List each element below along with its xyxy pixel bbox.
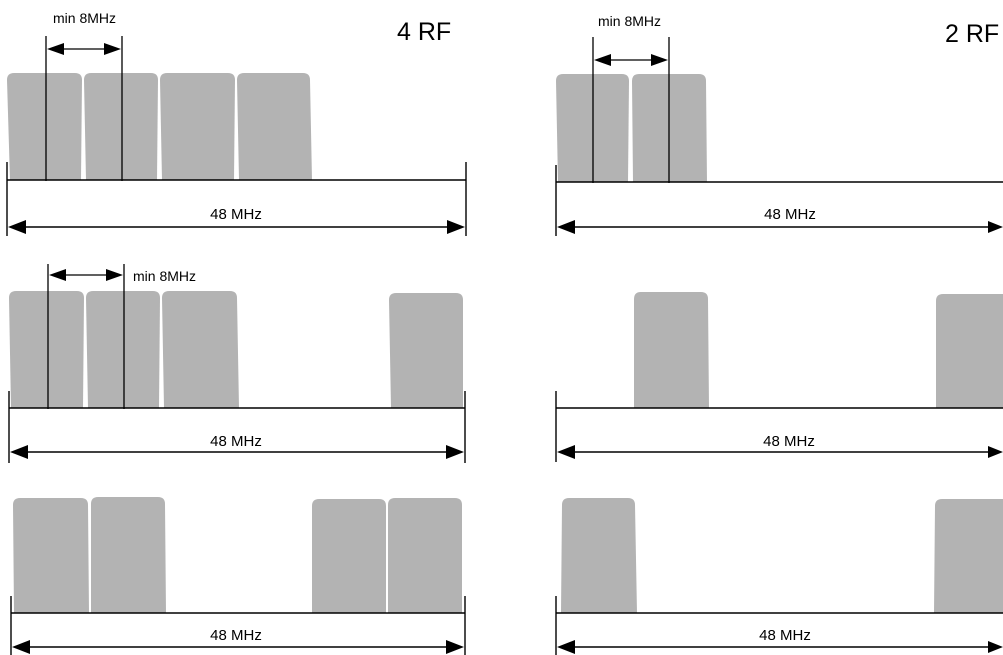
carrier-block xyxy=(389,293,463,408)
span-arrow xyxy=(12,640,464,654)
row-2rf-1: 48 MHz min 8MHz xyxy=(555,13,1003,236)
carrier-block xyxy=(160,73,235,180)
min-spacing-indicator xyxy=(47,264,125,409)
min-spacing-indicator xyxy=(45,36,123,181)
span-label: 48 MHz xyxy=(210,206,262,223)
column-title-2rf: 2 RF xyxy=(945,20,999,48)
row-4rf-1: 48 MHz min 8MHz xyxy=(6,10,467,236)
column-title-4rf: 4 RF xyxy=(397,18,451,46)
carrier-block xyxy=(936,294,1003,408)
row-2rf-2: 48 MHz xyxy=(555,292,1003,462)
carrier-block xyxy=(312,499,386,613)
carrier-block xyxy=(91,497,166,613)
span-label: 48 MHz xyxy=(763,433,815,450)
carrier-block xyxy=(9,291,84,408)
carrier-block xyxy=(237,73,312,180)
span-label: 48 MHz xyxy=(764,206,816,223)
carrier-block xyxy=(162,291,239,408)
span-label: 48 MHz xyxy=(210,433,262,450)
carrier-block xyxy=(7,73,82,180)
carrier-block xyxy=(634,292,709,408)
min-spacing-label: min 8MHz xyxy=(133,268,196,284)
carrier-block xyxy=(388,498,462,613)
carrier-block xyxy=(934,499,1003,613)
row-2rf-3: 48 MHz xyxy=(555,498,1003,655)
span-arrow xyxy=(8,220,465,234)
span-arrow xyxy=(557,445,1003,459)
carrier-block xyxy=(84,73,158,180)
min-spacing-indicator xyxy=(592,37,670,183)
span-arrow xyxy=(557,220,1003,234)
carrier-block xyxy=(13,498,89,613)
span-arrow xyxy=(10,445,464,459)
span-arrow xyxy=(557,640,1003,654)
carrier-block xyxy=(561,498,637,613)
row-4rf-3: 48 MHz xyxy=(10,497,466,655)
row-4rf-2: 48 MHz min 8MHz xyxy=(8,264,466,463)
span-label: 48 MHz xyxy=(759,627,811,644)
carrier-block xyxy=(86,291,160,408)
min-spacing-label: min 8MHz xyxy=(598,13,661,29)
span-label: 48 MHz xyxy=(210,627,262,644)
min-spacing-label: min 8MHz xyxy=(53,10,116,26)
